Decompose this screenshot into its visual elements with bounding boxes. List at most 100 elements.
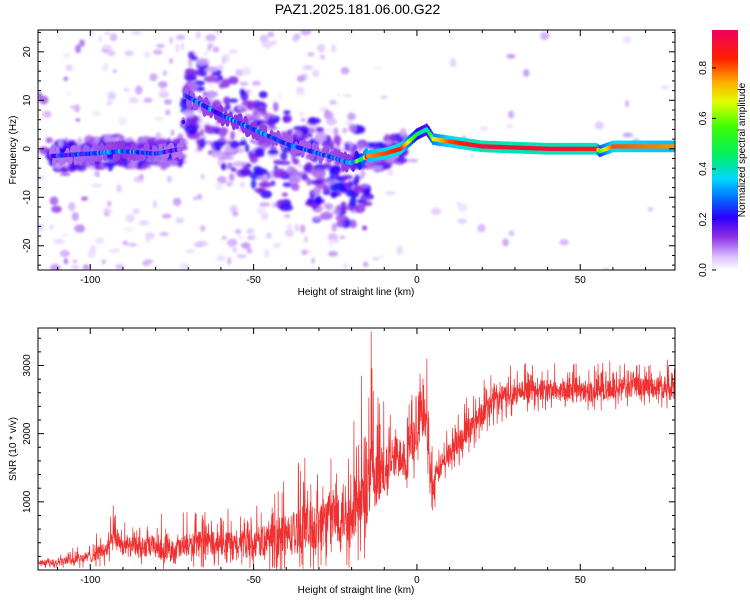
spectrogram-noise-cell (75, 118, 81, 122)
spectrogram-noise-cell (45, 137, 54, 144)
colorbar-tick-label: 0.0 (698, 263, 709, 277)
spectrogram-noise-cell (107, 200, 112, 207)
spectrogram-scatter-cell (323, 203, 330, 208)
spectrogram-noise-cell (71, 265, 80, 269)
spectrogram-scatter-cell (206, 66, 218, 72)
spectrogram-scatter-cell (321, 139, 335, 148)
spectrogram-noise-cell (345, 120, 353, 126)
spectrogram-x-tick-label: -100 (80, 275, 100, 286)
spectrogram-scatter-cell (324, 111, 334, 120)
spectrogram-noise-cell (149, 73, 158, 82)
spectrogram-noise-cell (296, 86, 305, 94)
spectrogram-scatter-cell (159, 160, 169, 171)
spectrogram-scatter-cell (312, 186, 321, 196)
spectrogram-noise-cell (101, 259, 106, 265)
spectrogram-scatter-cell (127, 161, 138, 170)
spectrogram-scatter-cell (136, 138, 149, 144)
spectrogram-scatter-cell (76, 137, 83, 146)
spectrogram-scatter-cell (360, 170, 366, 179)
spectrogram-noise-cell (246, 235, 256, 241)
spectrogram-scatter-cell (57, 139, 64, 148)
spectrogram-noise-cell (508, 230, 515, 237)
spectrogram-ridge-halo (110, 141, 116, 152)
spectrogram-scatter-cell (188, 51, 195, 59)
spectrogram-noise-cell (214, 182, 224, 191)
spectrogram-noise-cell (594, 121, 604, 130)
spectrogram-noise-cell (407, 159, 419, 163)
spectrogram-noise-cell (226, 238, 238, 247)
spectrogram-scatter-cell (241, 108, 248, 112)
spectrogram-noise-cell (257, 206, 265, 215)
spectrogram-noise-cell (160, 87, 167, 96)
spectrogram-scatter-cell (259, 202, 270, 207)
spectrogram-noise-cell (296, 92, 306, 96)
spectrogram-scatter-cell (188, 82, 198, 92)
spectrogram-noise-cell (81, 196, 88, 201)
colorbar-label: Normalized spectral amplitude (737, 82, 748, 217)
spectrogram-noise-cell (380, 254, 384, 259)
spectrogram-scatter-cell (354, 203, 366, 214)
spectrogram-noise-cell (65, 64, 73, 72)
spectrogram-x-tick-label: -50 (246, 275, 261, 286)
spectrogram-noise-cell (216, 255, 227, 262)
spectrogram-noise-cell (193, 241, 204, 248)
spectrogram-scatter-cell (377, 143, 388, 149)
spectrogram-scatter-cell (312, 168, 326, 179)
spectrogram-noise-cell (506, 124, 513, 128)
spectrogram-scatter-cell (60, 166, 67, 173)
spectrogram-noise-cell (82, 264, 91, 270)
spectrogram-noise-cell (261, 40, 273, 49)
spectrogram-noise-cell (124, 227, 134, 233)
spectrogram-noise-cell (207, 45, 211, 52)
spectrogram-scatter-cell (293, 126, 304, 131)
spectrogram-y-tick-label: -20 (22, 238, 33, 253)
spectrogram-noise-cell (625, 100, 629, 108)
spectrogram-scatter-cell (301, 173, 308, 181)
snr-x-tick-label: -50 (246, 575, 261, 586)
spectrogram-noise-cell (51, 205, 62, 213)
spectrogram-scatter-cell (282, 182, 293, 188)
spectrogram-scatter-cell (230, 130, 235, 140)
spectrogram-scatter-cell (312, 202, 318, 210)
spectrogram-scatter-cell (282, 114, 292, 123)
spectrogram-noise-cell (42, 110, 52, 118)
spectrogram-noise-cell (331, 44, 336, 53)
spectrogram-noise-cell (175, 34, 186, 40)
spectrogram-scatter-cell (103, 161, 117, 167)
spectrogram-noise-cell (72, 259, 78, 264)
spectrogram-scatter-cell (306, 162, 312, 168)
spectrogram-scatter-cell (229, 140, 240, 149)
spectrogram-noise-cell (161, 213, 172, 219)
colorbar-tick-label: 0.4 (698, 162, 709, 176)
spectrogram-noise-cell (347, 112, 356, 121)
spectrogram-noise-cell (162, 70, 168, 77)
spectrogram-y-tick-label: 0 (22, 146, 33, 152)
spectrogram-noise-cell (239, 182, 245, 188)
spectrogram-ridge-cell (181, 119, 186, 125)
spectrogram-noise-cell (70, 105, 74, 109)
spectrogram-scatter-cell (221, 163, 227, 171)
spectrogram-noise-cell (79, 39, 85, 47)
spectrogram-noise-cell (292, 36, 299, 42)
snr-y-axis-label: SNR (10 * v/v) (8, 417, 19, 481)
spectrogram-noise-cell (202, 121, 213, 127)
spectrogram-scatter-cell (230, 167, 237, 172)
spectrogram-ridge-halo (341, 161, 346, 172)
spectrogram-noise-cell (63, 258, 68, 265)
spectrogram-scatter-cell (306, 177, 312, 186)
spectrogram-noise-cell (152, 49, 163, 55)
spectrogram-noise-cell (329, 99, 337, 105)
spectrogram-scatter-cell (178, 159, 183, 168)
spectrogram-scatter-cell (349, 196, 357, 207)
spectrogram-scatter-cell (218, 82, 226, 89)
spectrogram-noise-cell (38, 174, 45, 181)
spectrogram-ridge-halo (156, 153, 162, 164)
spectrogram-scatter-cell (222, 155, 235, 160)
spectrogram-scatter-cell (257, 188, 265, 195)
spectrogram-noise-cell (385, 191, 396, 196)
spectrogram-noise-cell (142, 260, 151, 267)
spectrogram-scatter-cell (281, 192, 288, 197)
spectrogram-noise-cell (153, 200, 157, 209)
spectrogram-noise-cell (300, 30, 312, 36)
spectrogram-noise-cell (343, 263, 348, 269)
